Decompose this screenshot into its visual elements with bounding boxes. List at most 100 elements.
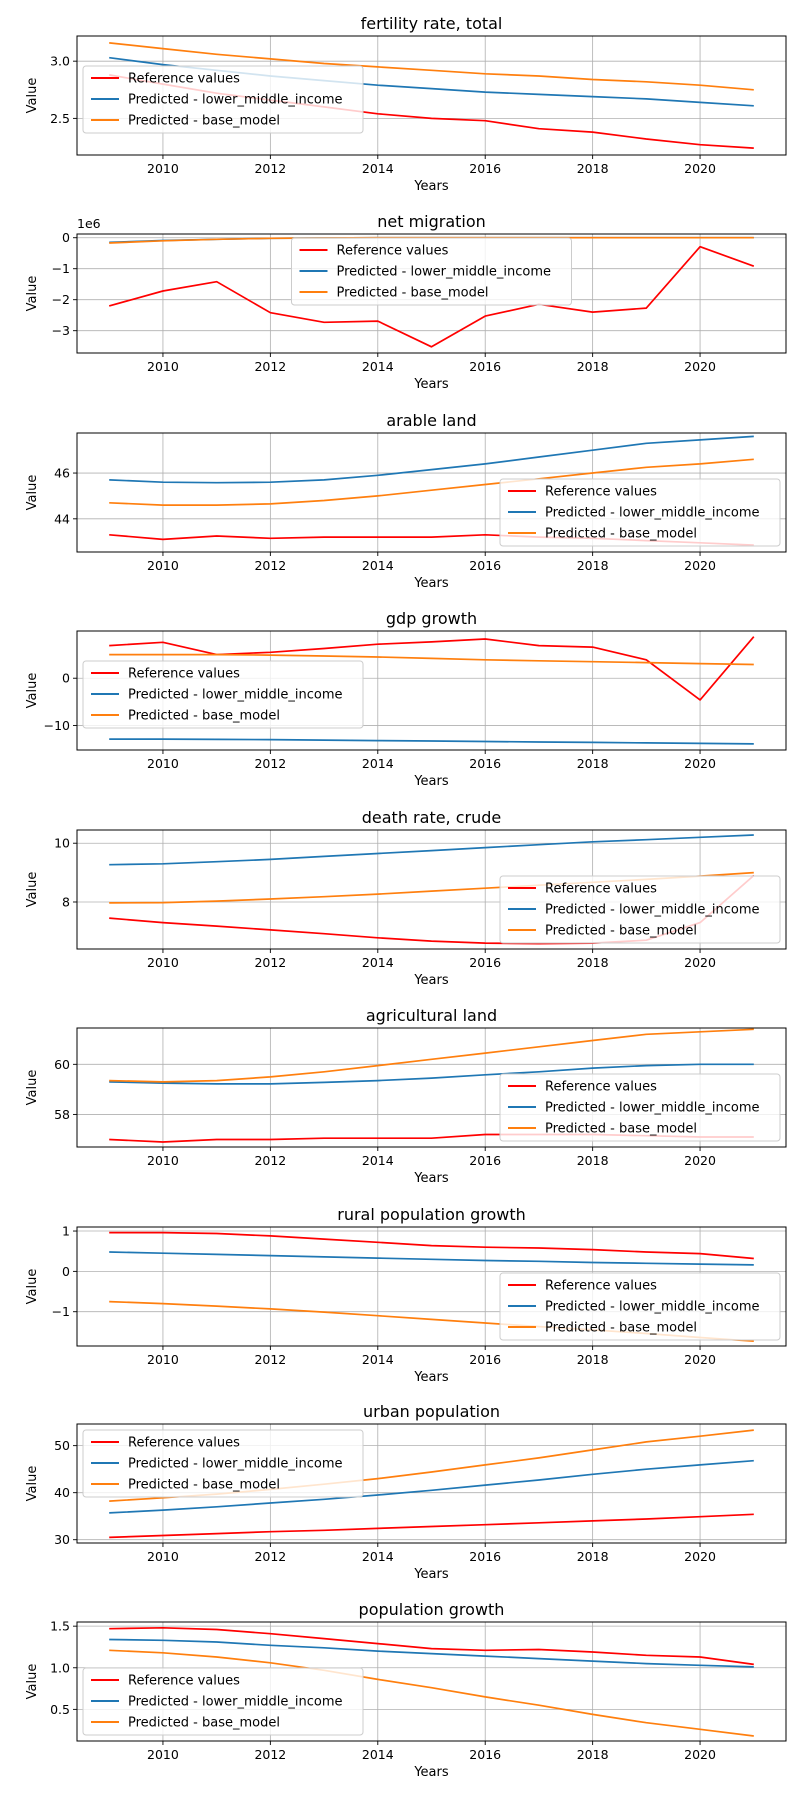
- legend-box: [499, 1272, 781, 1341]
- legend-label: Predicted - base_model: [545, 924, 697, 939]
- series-line-reference-values: [109, 1626, 754, 1666]
- chart-title: death rate, crude: [362, 808, 502, 827]
- x-tick-label: 2012: [254, 955, 286, 970]
- axes-frame: [76, 1027, 787, 1148]
- axes-frame: [76, 630, 787, 751]
- legend-label: Reference values: [545, 1080, 657, 1095]
- x-tick-label: 2018: [577, 756, 609, 771]
- x-tick-label: 2010: [147, 1549, 179, 1564]
- axes-frame: [76, 1621, 787, 1742]
- legend-box: [82, 65, 364, 134]
- series-line-reference-values: [108, 245, 755, 348]
- legend-label: Predicted - base_model: [337, 286, 489, 301]
- legend-label: Predicted - lower_middle_income: [128, 688, 343, 703]
- axes-frame: [76, 35, 787, 156]
- chart-fertility-rate-total: 2010 2012 2014 2016 2018 2020 2.5 3.0 fertility …: [25, 14, 787, 194]
- axes-frame: [76, 233, 787, 354]
- x-tick-label: 2016: [469, 1549, 501, 1564]
- legend-item-predicted-base-model: Predicted - base_model: [91, 1716, 280, 1731]
- legend-label: Reference values: [545, 485, 657, 500]
- x-tick-label: 2018: [577, 1153, 609, 1168]
- y-axis-label: Value: [25, 1466, 40, 1502]
- legend-box: [82, 1429, 364, 1498]
- chart-title: fertility rate, total: [361, 14, 503, 33]
- series-line-predicted-base-model: [109, 458, 754, 506]
- y-tick-label: −3: [52, 323, 70, 338]
- legend-item-reference-values: Reference values: [508, 1279, 657, 1294]
- chart-title: rural population growth: [337, 1205, 526, 1224]
- legend-box: [82, 1667, 364, 1736]
- y-axis-label: Value: [25, 276, 40, 312]
- legend-label: Predicted - lower_middle_income: [545, 1101, 760, 1116]
- x-tick-label: 2010: [147, 1153, 179, 1168]
- chart-gdp-growth: 2010 2012 2014 2016 2018 2020 −10 0 gdp growth Ye…: [25, 609, 787, 789]
- series-line-predicted-lower-middle-income: [109, 738, 754, 745]
- legend-item-predicted-lower-middle-income: Predicted - lower_middle_income: [91, 1457, 343, 1472]
- legend-item-predicted-base-model: Predicted - base_model: [508, 1321, 697, 1336]
- legend-label: Predicted - base_model: [128, 114, 280, 129]
- legend-label: Predicted - lower_middle_income: [545, 506, 760, 521]
- x-tick-label: 2020: [684, 161, 716, 176]
- legend-item-predicted-lower-middle-income: Predicted - lower_middle_income: [91, 688, 343, 703]
- legend-label: Predicted - base_model: [128, 1716, 280, 1731]
- x-axis-label: Years: [413, 179, 449, 194]
- legend-item-predicted-base-model: Predicted - base_model: [91, 1478, 280, 1493]
- x-tick-label: 2016: [469, 955, 501, 970]
- legend-item-predicted-base-model: Predicted - base_model: [508, 924, 697, 939]
- x-tick-label: 2016: [469, 359, 501, 374]
- x-tick-label: 2014: [362, 1153, 394, 1168]
- legend-item-predicted-lower-middle-income: Predicted - lower_middle_income: [508, 1300, 760, 1315]
- series-line-predicted-lower-middle-income: [109, 1638, 754, 1668]
- x-tick-label: 2012: [254, 558, 286, 573]
- legend-item-predicted-lower-middle-income: Predicted - lower_middle_income: [508, 1101, 760, 1116]
- x-tick-label: 2016: [469, 1153, 501, 1168]
- y-axis-label: Value: [25, 1664, 40, 1700]
- chart-arable-land: 2010 2012 2014 2016 2018 2020 44 46 arable land Y…: [25, 411, 787, 591]
- x-tick-label: 2012: [254, 161, 286, 176]
- chart-title: arable land: [386, 411, 476, 430]
- legend-label: Reference values: [128, 72, 240, 87]
- series-line-predicted-lower-middle-income: [109, 1251, 754, 1266]
- x-tick-label: 2010: [147, 161, 179, 176]
- y-tick-label: 8: [62, 894, 70, 909]
- chart-death-rate-crude: 2010 2012 2014 2016 2018 2020 8 10 death rate, c…: [25, 808, 787, 988]
- legend-item-predicted-lower-middle-income: Predicted - lower_middle_income: [91, 1695, 343, 1710]
- y-tick-label: 0: [62, 671, 70, 686]
- x-tick-label: 2020: [684, 1153, 716, 1168]
- x-tick-label: 2014: [362, 359, 394, 374]
- y-tick-label: 50: [54, 1438, 70, 1453]
- legend-item-reference-values: Reference values: [508, 1080, 657, 1095]
- legend-item-reference-values: Reference values: [91, 1436, 240, 1451]
- axes-frame: [76, 829, 787, 950]
- legend: Reference values Predicted - lower_middle…: [499, 1272, 781, 1341]
- y-tick-label: 58: [54, 1107, 70, 1122]
- x-tick-label: 2014: [362, 955, 394, 970]
- legend-box: [499, 875, 781, 944]
- chart-title: population growth: [359, 1600, 505, 1619]
- y-axis-label: Value: [25, 475, 40, 511]
- legend: Reference values Predicted - lower_middle…: [499, 875, 781, 944]
- x-tick-label: 2020: [684, 1549, 716, 1564]
- y-tick-label: 10: [54, 836, 70, 851]
- legend-label: Predicted - base_model: [128, 1478, 280, 1493]
- series-line-predicted-base-model: [109, 1649, 754, 1737]
- y-axis-label: Value: [25, 673, 40, 709]
- x-axis-label: Years: [413, 1765, 449, 1780]
- x-tick-label: 2018: [577, 1747, 609, 1762]
- x-tick-label: 2014: [362, 161, 394, 176]
- y-tick-label: −1: [52, 1304, 70, 1319]
- legend-item-reference-values: Reference values: [91, 72, 240, 87]
- x-tick-label: 2010: [147, 1747, 179, 1762]
- chart-agricultural-land: 2010 2012 2014 2016 2018 2020 58 60 agricultural…: [25, 1006, 787, 1186]
- legend: Reference values Predicted - lower_middle…: [499, 1073, 781, 1142]
- legend-label: Predicted - lower_middle_income: [545, 1300, 760, 1315]
- x-tick-label: 2018: [577, 161, 609, 176]
- y-tick-label: 40: [54, 1485, 70, 1500]
- y-axis-label: Value: [25, 1070, 40, 1106]
- x-axis-label: Years: [413, 973, 449, 988]
- x-tick-label: 2014: [362, 558, 394, 573]
- legend: Reference values Predicted - lower_middle…: [82, 65, 364, 134]
- legend-item-predicted-lower-middle-income: Predicted - lower_middle_income: [508, 506, 760, 521]
- series-line-reference-values: [109, 1513, 754, 1539]
- x-tick-label: 2020: [684, 955, 716, 970]
